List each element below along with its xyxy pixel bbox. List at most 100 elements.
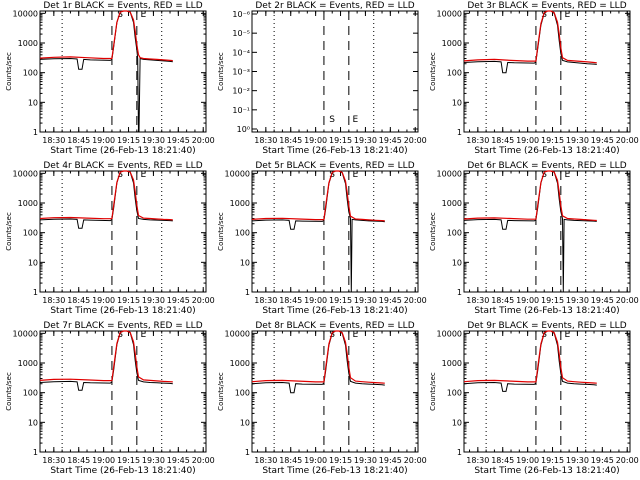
y-tick-label: 1000: [230, 359, 250, 368]
panel-title: Det 7r BLACK = Events, RED = LLD: [43, 321, 202, 331]
y-tick-label: 10: [452, 98, 462, 107]
plot-frame: [251, 10, 419, 133]
panel-det-1r: Det 1r BLACK = Events, RED = LLD 18:30 18:…: [5, 1, 215, 156]
x-tick-label: 18:45: [67, 136, 90, 145]
series-events-line: [463, 10, 597, 74]
x-tick-label: 19:45: [379, 456, 402, 465]
x-tick-label: 18:30: [466, 136, 489, 145]
series-events-line: [39, 170, 173, 229]
y-tick-label: 10: [452, 258, 462, 267]
x-tick-label: 19:45: [591, 456, 614, 465]
y-axis-label: Counts/sec: [429, 372, 437, 411]
x-tick-label: 20:00: [192, 456, 215, 465]
x-tick-label: 19:15: [329, 456, 352, 465]
panel-title: Det 3r BLACK = Events, RED = LLD: [467, 1, 626, 11]
x-tick-label: 19:15: [329, 296, 352, 305]
y-tick-label: 1: [457, 448, 462, 457]
x-tick-label: 18:30: [42, 456, 65, 465]
y-tick-label: 10⁻⁶: [232, 10, 250, 19]
x-tick-label: 19:15: [541, 296, 564, 305]
panel-title: Det 1r BLACK = Events, RED = LLD: [43, 1, 202, 11]
marker-letter-s: S: [541, 10, 547, 20]
panel-title: Det 9r BLACK = Events, RED = LLD: [467, 321, 626, 331]
y-axis-label: Counts/sec: [5, 372, 13, 411]
marker-letter-s: S: [329, 330, 335, 340]
y-tick-label: 10000: [13, 169, 38, 178]
y-tick-label: 10000: [13, 329, 38, 338]
y-tick-label: 10⁻⁴: [232, 48, 250, 57]
y-axis-label: Counts/sec: [5, 52, 13, 91]
panel-det-7r: Det 7r BLACK = Events, RED = LLD 18:30 18:…: [5, 321, 215, 476]
x-tick-label: 18:30: [42, 296, 65, 305]
x-tick-label: 18:45: [67, 456, 90, 465]
y-axis-label: Counts/sec: [217, 52, 225, 91]
y-tick-label: 10: [28, 258, 38, 267]
marker-letter-e: E: [140, 330, 146, 340]
y-tick-label: 100: [23, 69, 38, 78]
x-tick-label: 19:15: [117, 296, 140, 305]
y-tick-label: 10000: [437, 169, 462, 178]
x-axis-label: Start Time (26-Feb-13 18:21:40): [262, 146, 407, 156]
y-tick-label: 10: [240, 258, 250, 267]
marker-letter-s: S: [329, 115, 335, 125]
x-tick-label: 19:00: [92, 456, 115, 465]
x-tick-label: 19:00: [92, 296, 115, 305]
series-lld-line: [463, 10, 597, 64]
panel-title: Det 6r BLACK = Events, RED = LLD: [467, 161, 626, 171]
plot-frame: [39, 10, 207, 133]
marker-letter-s: S: [117, 10, 123, 20]
y-axis-label: Counts/sec: [429, 52, 437, 91]
x-axis-label: Start Time (26-Feb-13 18:21:40): [50, 306, 195, 316]
x-tick-label: 19:45: [167, 136, 190, 145]
x-tick-label: 19:30: [142, 136, 165, 145]
marker-letter-e: E: [352, 115, 358, 125]
series-lld-line: [39, 10, 173, 62]
y-tick-label: 10⁻³: [232, 68, 250, 77]
x-axis-label: Start Time (26-Feb-13 18:21:40): [262, 466, 407, 476]
plot-frame: [251, 330, 419, 453]
x-tick-label: 19:45: [591, 136, 614, 145]
series-lld-line: [251, 330, 385, 384]
plot-frame: [251, 170, 419, 293]
plot-frame: [39, 330, 207, 453]
x-tick-label: 19:15: [329, 136, 352, 145]
x-tick-label: 19:30: [566, 136, 589, 145]
y-tick-label: 10⁻²: [232, 87, 250, 96]
x-tick-label: 18:45: [279, 456, 302, 465]
series-lld-line: [39, 330, 173, 383]
marker-letter-e: E: [140, 170, 146, 180]
panel-det-6r: Det 6r BLACK = Events, RED = LLD 18:30 18:…: [429, 161, 639, 316]
x-tick-label: 18:45: [491, 456, 514, 465]
y-tick-label: 1: [33, 288, 38, 297]
y-tick-label: 10⁰: [237, 125, 250, 134]
marker-letter-e: E: [352, 170, 358, 180]
y-tick-label: 10000: [437, 9, 462, 18]
panel-title: Det 4r BLACK = Events, RED = LLD: [43, 161, 202, 171]
y-tick-label: 100: [447, 229, 462, 238]
x-tick-label: 19:45: [167, 456, 190, 465]
series-events-line: [39, 10, 173, 133]
series-lld-line: [39, 170, 173, 221]
x-tick-label: 19:30: [354, 456, 377, 465]
y-tick-label: 1000: [442, 199, 462, 208]
marker-letter-e: E: [564, 330, 570, 340]
x-tick-label: 19:00: [304, 296, 327, 305]
y-axis-label: Counts/sec: [217, 372, 225, 411]
y-axis-label: Counts/sec: [5, 212, 13, 251]
x-tick-label: 20:00: [192, 136, 215, 145]
panel-det-9r: Det 9r BLACK = Events, RED = LLD 18:30 18:…: [429, 321, 639, 476]
y-tick-label: 1000: [18, 359, 38, 368]
x-tick-label: 19:00: [516, 136, 539, 145]
x-axis-label: Start Time (26-Feb-13 18:21:40): [474, 306, 619, 316]
x-tick-label: 19:00: [92, 136, 115, 145]
x-tick-label: 18:30: [254, 136, 277, 145]
x-tick-label: 20:00: [616, 136, 639, 145]
x-tick-label: 18:45: [491, 296, 514, 305]
y-tick-label: 10⁻⁵: [232, 29, 250, 38]
plot-frame: [463, 10, 631, 133]
x-tick-label: 19:30: [566, 456, 589, 465]
x-tick-label: 18:45: [491, 136, 514, 145]
y-tick-label: 1: [457, 128, 462, 137]
x-tick-label: 19:00: [516, 456, 539, 465]
x-tick-label: 19:30: [354, 296, 377, 305]
